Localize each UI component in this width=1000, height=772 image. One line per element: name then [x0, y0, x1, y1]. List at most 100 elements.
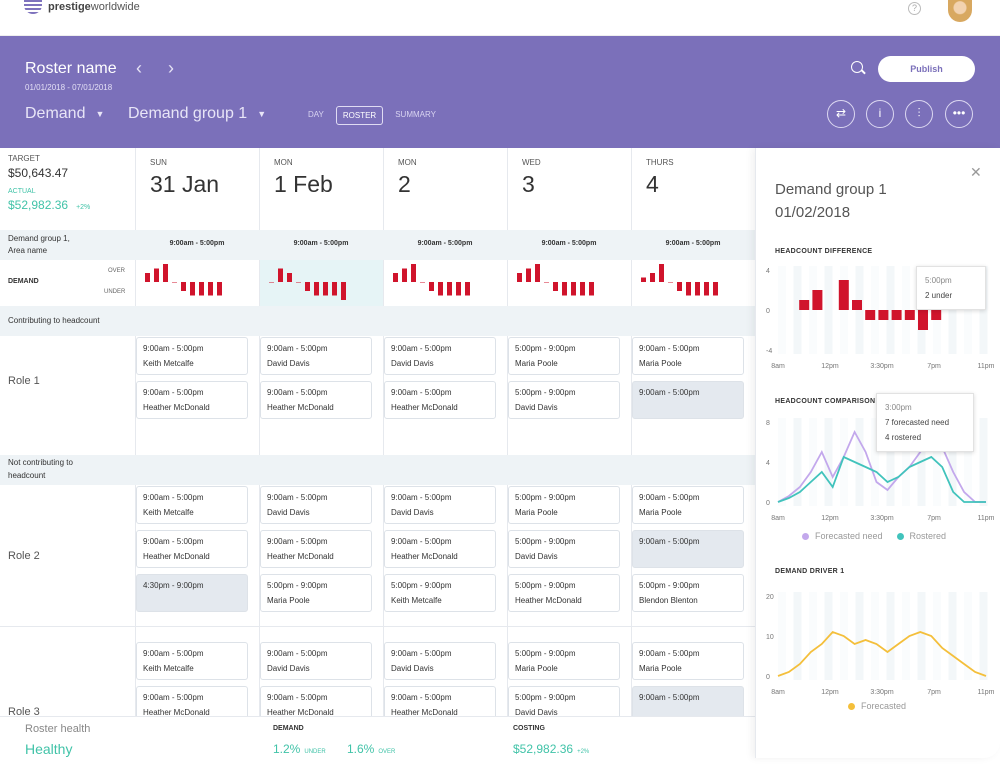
tab-day[interactable]: DAY	[308, 110, 324, 119]
shift-card[interactable]: 9:00am - 5:00pm	[632, 381, 744, 419]
shift-time: 5:00pm - 9:00pm	[515, 493, 576, 502]
shift-card[interactable]: 9:00am - 5:00pm Heather McDonald	[260, 686, 372, 716]
day-header-0[interactable]: SUN 31 Jan	[150, 158, 219, 198]
day-header-4[interactable]: THURS 4	[646, 158, 674, 198]
shift-card[interactable]: 9:00am - 5:00pm David Davis	[260, 486, 372, 524]
dot-icon	[848, 703, 855, 711]
day-name: MON	[274, 158, 293, 167]
shift-card[interactable]: 9:00am - 5:00pm David Davis	[260, 642, 372, 680]
shift-card[interactable]: 9:00am - 5:00pm Heather McDonald	[260, 530, 372, 568]
shift-card[interactable]: 9:00am - 5:00pm Keith Metcalfe	[136, 337, 248, 375]
shift-card[interactable]: 5:00pm - 9:00pm Maria Poole	[508, 337, 620, 375]
shift-card[interactable]: 9:00am - 5:00pm David Davis	[384, 642, 496, 680]
demand-bar	[411, 264, 416, 282]
chevron-left-icon[interactable]: ‹	[136, 58, 142, 78]
tab-roster[interactable]: ROSTER	[335, 106, 384, 125]
shift-card[interactable]: 9:00am - 5:00pm David Davis	[260, 337, 372, 375]
demand-bar	[269, 282, 274, 283]
row-divider	[0, 626, 755, 627]
shift-card[interactable]: 5:00pm - 9:00pm Maria Poole	[508, 486, 620, 524]
grid-stripe	[793, 266, 802, 354]
day-header-3[interactable]: WED 3	[522, 158, 541, 198]
shift-card[interactable]: 9:00am - 5:00pm Heather McDonald	[260, 381, 372, 419]
shift-card[interactable]: 9:00am - 5:00pm Heather McDonald	[136, 381, 248, 419]
shift-card[interactable]: 5:00pm - 9:00pm Keith Metcalfe	[384, 574, 496, 612]
publish-button[interactable]: Publish	[878, 56, 975, 82]
tab-summary[interactable]: SUMMARY	[395, 110, 436, 119]
series-line-1	[777, 455, 986, 503]
shift-card[interactable]: 9:00am - 5:00pm Maria Poole	[632, 642, 744, 680]
difference-bar	[931, 310, 942, 320]
info-icon[interactable]: i	[866, 100, 894, 128]
shift-time: 5:00pm - 9:00pm	[639, 581, 700, 590]
time-label: 9:00am - 5:00pm	[541, 240, 597, 247]
day-date: 2	[398, 171, 411, 197]
shift-time: 9:00am - 5:00pm	[143, 493, 204, 502]
legend-rostered[interactable]: Rostered	[896, 531, 946, 541]
day-header-2[interactable]: MON 2	[398, 158, 417, 198]
demand-group-selector[interactable]: Demand group 1 ▼	[128, 105, 266, 123]
shift-card[interactable]: 9:00am - 5:00pm David Davis	[384, 486, 496, 524]
sliders-icon[interactable]: ⫶	[905, 100, 933, 128]
time-label: 9:00am - 5:00pm	[169, 240, 225, 247]
shift-card[interactable]: 5:00pm - 9:00pm David Davis	[508, 381, 620, 419]
shift-card[interactable]: 9:00am - 5:00pm Heather McDonald	[384, 381, 496, 419]
panel-title-line-2: 01/02/2018	[775, 204, 851, 221]
shift-time: 9:00am - 5:00pm	[391, 537, 452, 546]
legend-forecasted[interactable]: Forecasted	[848, 701, 906, 711]
help-icon[interactable]: ?	[908, 2, 921, 15]
shift-time: 9:00am - 5:00pm	[143, 649, 204, 658]
logo-mark-icon	[24, 0, 42, 14]
more-icon[interactable]: •••	[945, 100, 973, 128]
shift-card[interactable]: 9:00am - 5:00pm	[632, 530, 744, 568]
selected-day-highlight	[260, 260, 383, 306]
demand-group-label: Demand group 1,	[8, 234, 70, 243]
x-tick-label: 7pm	[927, 689, 941, 696]
legend-forecasted-need[interactable]: Forecasted need	[802, 531, 883, 541]
roster-header: Roster name ‹ › 01/01/2018 - 07/01/2018 …	[0, 36, 1000, 148]
shift-card[interactable]: 5:00pm - 9:00pm David Davis	[508, 686, 620, 716]
shift-card[interactable]: 9:00am - 5:00pm Keith Metcalfe	[136, 486, 248, 524]
search-icon[interactable]	[851, 61, 863, 73]
shift-card[interactable]: 5:00pm - 9:00pm David Davis	[508, 530, 620, 568]
legend-label: Forecasted need	[815, 531, 883, 541]
caret-down-icon: ▼	[95, 108, 105, 119]
shift-card[interactable]: 9:00am - 5:00pm Keith Metcalfe	[136, 642, 248, 680]
shift-person: Heather McDonald	[143, 552, 210, 561]
shift-card[interactable]: 4:30pm - 9:00pm	[136, 574, 248, 612]
x-tick-label: 12pm	[821, 363, 839, 370]
user-avatar[interactable]	[948, 0, 972, 22]
shift-time: 9:00am - 5:00pm	[143, 344, 204, 353]
shift-card[interactable]: 9:00am - 5:00pm	[632, 686, 744, 716]
shift-card[interactable]: 9:00am - 5:00pm David Davis	[384, 337, 496, 375]
shift-person: Heather McDonald	[267, 403, 334, 412]
grid-stripe	[778, 592, 786, 680]
shift-card[interactable]: 9:00am - 5:00pm Maria Poole	[632, 486, 744, 524]
shift-card[interactable]: 9:00am - 5:00pm Heather McDonald	[136, 530, 248, 568]
shift-card[interactable]: 5:00pm - 9:00pm Maria Poole	[260, 574, 372, 612]
y-tick-label: 0	[766, 500, 770, 507]
shift-card[interactable]: 5:00pm - 9:00pm Maria Poole	[508, 642, 620, 680]
roster-name[interactable]: Roster name	[25, 60, 117, 77]
shift-card[interactable]: 9:00am - 5:00pm Heather McDonald	[136, 686, 248, 716]
x-tick-label: 8am	[771, 363, 785, 370]
demand-bar	[314, 282, 319, 296]
under-label: UNDER	[104, 289, 126, 295]
demand-selector[interactable]: Demand ▼	[25, 105, 104, 123]
grid-stripe	[809, 592, 817, 680]
shift-card[interactable]: 9:00am - 5:00pm Maria Poole	[632, 337, 744, 375]
day-header-1[interactable]: MON 1 Feb	[274, 158, 333, 198]
shift-card[interactable]: 9:00am - 5:00pm Heather McDonald	[384, 530, 496, 568]
swap-icon[interactable]: ⇄	[827, 100, 855, 128]
shift-card[interactable]: 5:00pm - 9:00pm Blendon Blenton	[632, 574, 744, 612]
close-icon[interactable]: ✕	[970, 164, 982, 180]
shift-card[interactable]: 9:00am - 5:00pm Heather McDonald	[384, 686, 496, 716]
chevron-right-icon[interactable]: ›	[168, 58, 174, 78]
brand-logo[interactable]: prestigeworldwide	[24, 0, 140, 14]
shift-person: Heather McDonald	[391, 552, 458, 561]
shift-time: 4:30pm - 9:00pm	[143, 581, 204, 590]
shift-person: David Davis	[391, 359, 434, 368]
shift-card[interactable]: 5:00pm - 9:00pm Heather McDonald	[508, 574, 620, 612]
shift-person: David Davis	[515, 708, 558, 716]
grid-stripe	[964, 592, 972, 680]
